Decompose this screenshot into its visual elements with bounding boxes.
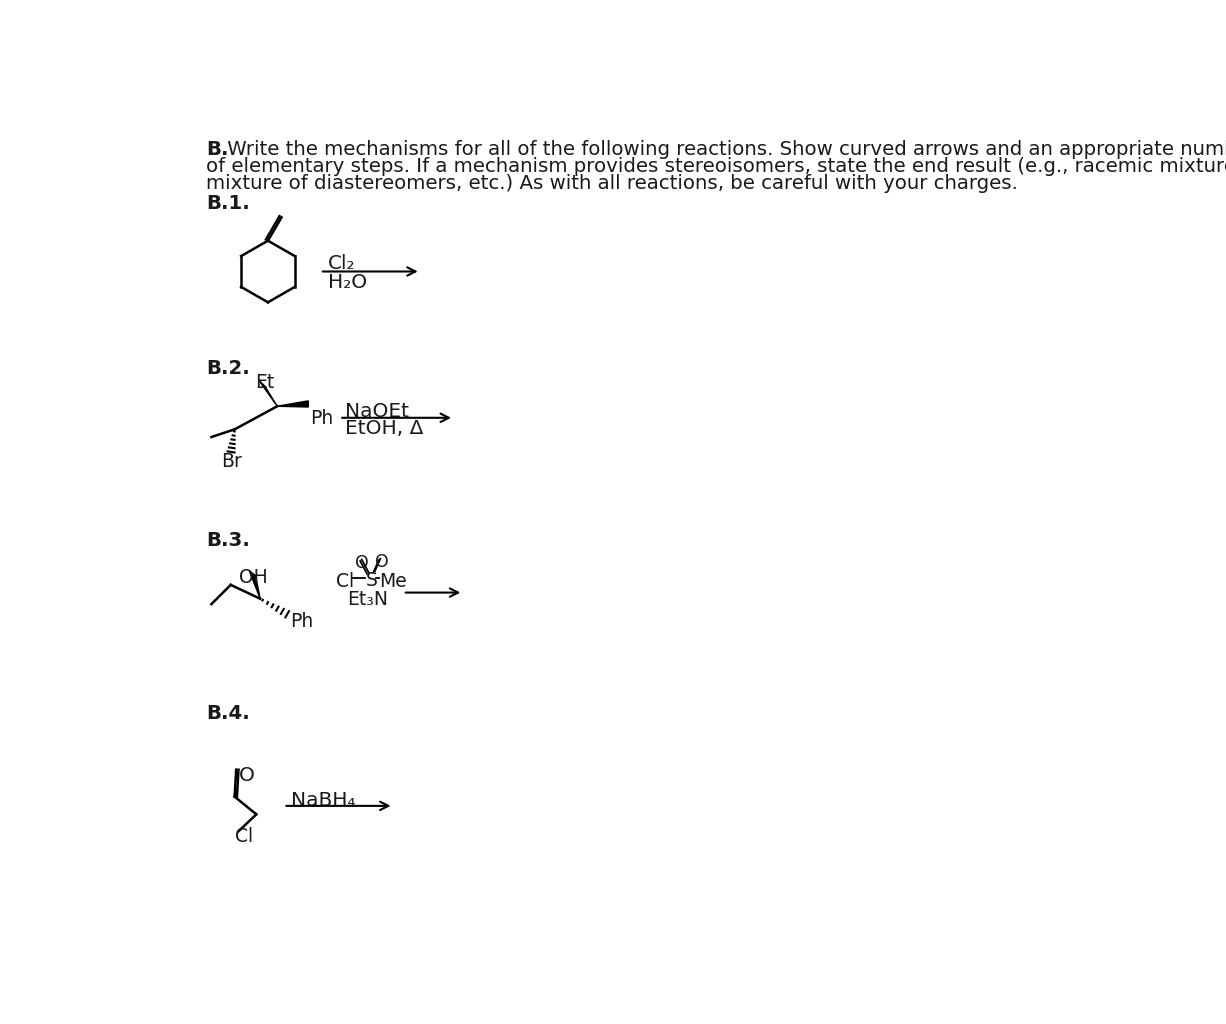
Text: S: S xyxy=(365,571,378,590)
Text: B.: B. xyxy=(206,140,228,159)
Text: OH: OH xyxy=(239,568,267,587)
Text: Ph: Ph xyxy=(291,611,314,631)
Text: NaBH₄: NaBH₄ xyxy=(292,792,356,810)
Text: Et₃N: Et₃N xyxy=(347,590,387,609)
Text: B.3.: B.3. xyxy=(206,531,250,550)
Text: O: O xyxy=(354,554,369,572)
Text: EtOH, Δ: EtOH, Δ xyxy=(346,420,424,438)
Polygon shape xyxy=(277,400,308,407)
Text: mixture of diastereomers, etc.) As with all reactions, be careful with your char: mixture of diastereomers, etc.) As with … xyxy=(206,174,1018,193)
Text: Et: Et xyxy=(255,373,275,392)
Text: NaOEt: NaOEt xyxy=(346,401,409,421)
Text: O: O xyxy=(239,766,255,784)
Text: B.4.: B.4. xyxy=(206,705,250,723)
Text: Br: Br xyxy=(222,453,243,471)
Text: B.2.: B.2. xyxy=(206,359,250,378)
Text: Me: Me xyxy=(380,571,407,591)
Text: Ph: Ph xyxy=(310,410,333,428)
Text: O: O xyxy=(375,553,389,570)
Polygon shape xyxy=(259,380,277,407)
Text: Write the mechanisms for all of the following reactions. Show curved arrows and : Write the mechanisms for all of the foll… xyxy=(221,140,1226,159)
Text: H₂O: H₂O xyxy=(327,273,367,292)
Text: Cl⁻: Cl⁻ xyxy=(336,571,364,591)
Text: Cl: Cl xyxy=(234,827,253,847)
Polygon shape xyxy=(249,571,260,599)
Text: Cl₂: Cl₂ xyxy=(327,254,356,272)
Text: of elementary steps. If a mechanism provides stereoisomers, state the end result: of elementary steps. If a mechanism prov… xyxy=(206,157,1226,176)
Text: B.1.: B.1. xyxy=(206,194,250,213)
